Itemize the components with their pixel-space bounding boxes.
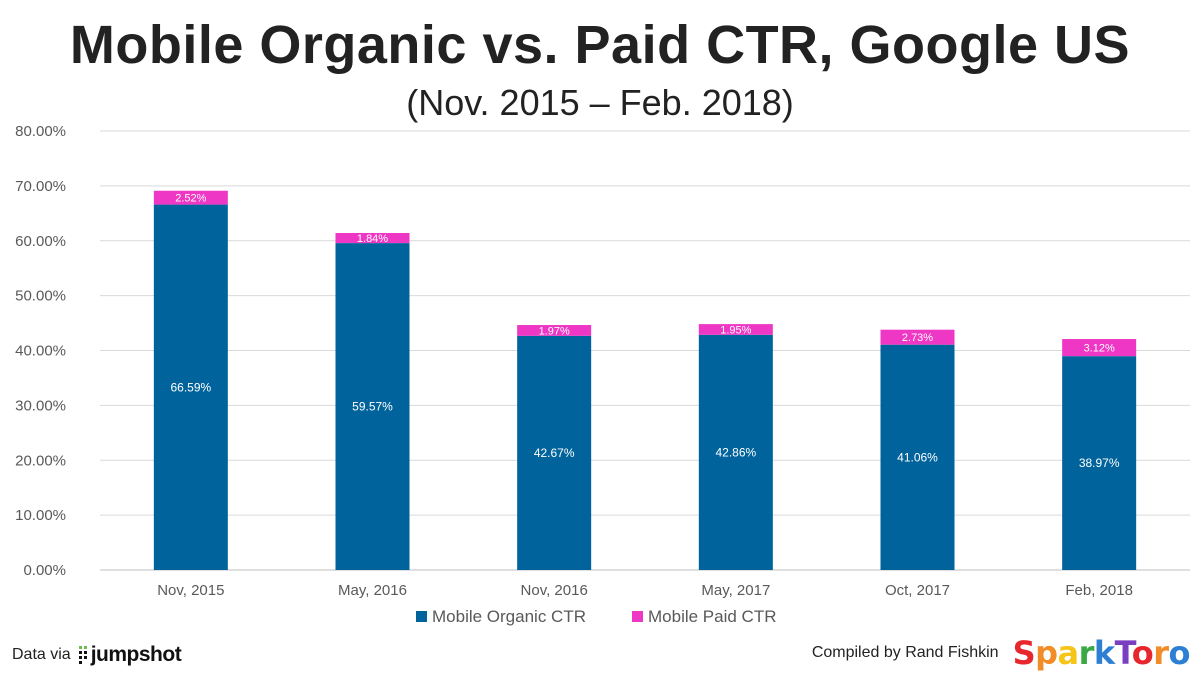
logo-letter: r bbox=[1078, 634, 1095, 672]
jumpshot-logo: jumpshot bbox=[78, 643, 182, 667]
data-label-organic: 59.57% bbox=[352, 400, 393, 414]
bar-organic bbox=[1062, 356, 1137, 570]
y-tick-label: 80.00% bbox=[15, 123, 66, 140]
attribution: Compiled by Rand Fishkin SparkToro bbox=[811, 634, 1191, 672]
data-label-organic: 38.97% bbox=[1079, 456, 1120, 470]
chart-subtitle: (Nov. 2015 – Feb. 2018) bbox=[406, 82, 794, 123]
data-label-paid: 1.97% bbox=[539, 325, 570, 337]
y-tick-label: 0.00% bbox=[23, 562, 66, 579]
bar-paid bbox=[1062, 339, 1137, 357]
y-tick-label: 60.00% bbox=[15, 233, 66, 250]
y-tick-label: 30.00% bbox=[15, 397, 66, 414]
data-label-paid: 2.73% bbox=[902, 332, 933, 344]
x-tick-label: Nov, 2015 bbox=[157, 582, 224, 599]
bar-organic bbox=[153, 204, 228, 570]
logo-letter: S bbox=[1012, 634, 1036, 672]
x-tick-label: May, 2017 bbox=[701, 582, 770, 599]
legend-swatch bbox=[416, 611, 427, 622]
jumpshot-dots-icon bbox=[78, 646, 87, 664]
bar-paid bbox=[153, 190, 228, 205]
logo-letter: T bbox=[1114, 634, 1133, 672]
bar-paid bbox=[335, 233, 410, 244]
sparktoro-logo: SparkToro bbox=[1012, 634, 1191, 672]
bar-organic bbox=[517, 335, 592, 570]
data-label-paid: 1.84% bbox=[357, 233, 388, 245]
data-label-organic: 42.86% bbox=[715, 445, 756, 459]
legend-label: Mobile Paid CTR bbox=[648, 607, 777, 626]
bar-paid bbox=[698, 324, 773, 335]
data-source: Data via jumpshot bbox=[12, 640, 182, 670]
data-label-paid: 2.52% bbox=[175, 193, 206, 205]
legend-label: Mobile Organic CTR bbox=[432, 607, 586, 626]
logo-letter: p bbox=[1035, 634, 1058, 672]
bar-organic bbox=[698, 334, 773, 570]
y-tick-label: 20.00% bbox=[15, 452, 66, 469]
data-label-organic: 66.59% bbox=[170, 380, 211, 394]
y-tick-label: 10.00% bbox=[15, 507, 66, 524]
x-tick-label: Feb, 2018 bbox=[1065, 582, 1133, 599]
compiled-by-label: Compiled by Rand Fishkin bbox=[811, 644, 999, 661]
y-tick-label: 70.00% bbox=[15, 178, 66, 195]
x-tick-label: Nov, 2016 bbox=[521, 582, 588, 599]
data-via-label: Data via bbox=[12, 646, 71, 663]
logo-letter: k bbox=[1093, 634, 1115, 672]
logo-letter: r bbox=[1153, 634, 1169, 672]
bar-organic bbox=[335, 243, 410, 570]
chart-title: Mobile Organic vs. Paid CTR, Google US bbox=[69, 15, 1131, 75]
legend-swatch bbox=[632, 611, 643, 622]
x-tick-label: May, 2016 bbox=[338, 582, 407, 599]
data-label-organic: 41.06% bbox=[897, 450, 938, 464]
data-label-paid: 1.95% bbox=[720, 324, 751, 336]
data-label-organic: 42.67% bbox=[534, 446, 575, 460]
bar-paid bbox=[517, 325, 592, 336]
data-label-paid: 3.12% bbox=[1084, 343, 1115, 355]
bar-organic bbox=[880, 344, 955, 570]
logo-letter: o bbox=[1131, 634, 1154, 672]
y-tick-label: 50.00% bbox=[15, 288, 66, 305]
logo-letter: o bbox=[1168, 634, 1191, 672]
x-tick-label: Oct, 2017 bbox=[885, 582, 950, 599]
stacked-bar-chart: 0.00% 10.00% 20.00% 30.00% 40.00% 50.00% 60.00… bbox=[15, 123, 1190, 626]
y-tick-label: 40.00% bbox=[15, 343, 66, 360]
bar-paid bbox=[880, 329, 955, 345]
logo-letter: a bbox=[1057, 634, 1080, 672]
